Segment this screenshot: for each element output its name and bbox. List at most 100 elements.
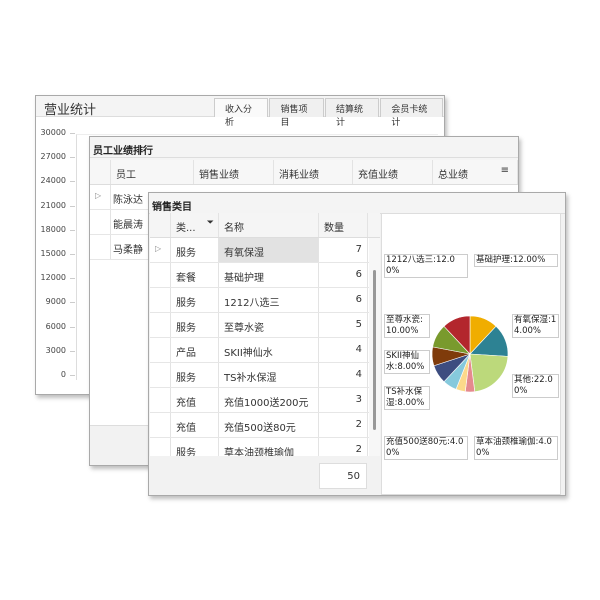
pie-slice[interactable] [469,353,509,393]
y-tick-label: 18000 [40,224,66,234]
y-tick-mark [70,229,75,231]
row-indicator-icon: ▷ [90,185,111,209]
y-tick-mark [70,205,75,207]
table-row[interactable]: 服务 草本油颈椎瑜伽 2 [150,438,380,456]
pie-data-label: SKII神仙水:8.00% [384,350,430,374]
table-row[interactable]: 服务 1212八选三 6 [150,288,380,313]
tab-sales-items[interactable]: 销售项目 [269,98,324,128]
y-tick-label: 30000 [40,128,66,137]
staff-name: 陈泳达 [113,195,143,206]
table-row[interactable]: 马柔静 [90,235,149,260]
quantity-cell: 6 [319,288,368,312]
column-header-sales[interactable]: 销售业绩 [194,160,274,184]
name-cell: 充值1000送200元 [219,388,319,412]
name-cell: 基础护理 [219,263,319,287]
table-row[interactable]: 产品 SKII神仙水 4 [150,338,380,363]
table-row[interactable]: ▷ 陈泳达 [90,185,149,210]
pie-data-label: 至尊水瓷:10.00% [384,314,430,338]
tab-income-analysis[interactable]: 收入分析 [214,98,269,128]
pie-data-label: 其他:22.00% [512,374,559,398]
row-indicator-icon [150,313,171,337]
table-row[interactable]: 套餐 基础护理 6 [150,263,380,288]
category-cell: 服务 [171,238,219,262]
quantity-cell: 2 [319,413,368,437]
quantity-cell: 3 [319,388,368,412]
pie-slice[interactable] [443,315,471,355]
staff-name: 能晨涛 [113,220,143,231]
tab-settlement-stats[interactable]: 结算统计 [324,98,380,128]
y-tick-mark [70,278,75,280]
category-cell: 产品 [171,338,219,362]
indicator-header [150,213,171,237]
pie-data-label: 1212八选三:12.00% [384,254,468,278]
pie-data-label: 充值500送80元:4.00% [384,436,468,460]
column-header-consumption[interactable]: 消耗业绩 [274,160,353,184]
quantity-cell: 7 [319,238,368,262]
column-header-quantity[interactable]: 数量 [319,213,368,237]
category-cell: 服务 [171,438,219,456]
row-indicator-icon [150,363,171,387]
sales-grid-header: 类... ⏷ 名称 数量 [150,213,380,238]
y-tick-mark [70,157,75,159]
total-label: 总业绩 [438,170,468,181]
name-cell: 充值500送80元 [219,413,319,437]
name-cell: 有氧保湿 [219,238,319,262]
column-header-staff[interactable]: 员工 [111,160,194,184]
y-tick-label: 27000 [40,152,66,162]
y-tick-mark [70,254,75,255]
scrollbar-thumb[interactable] [373,270,376,430]
funnel-icon[interactable]: ⏷ [206,218,214,228]
category-cell: 服务 [171,363,219,387]
y-tick-label: 0 [60,370,66,379]
vertical-scrollbar[interactable] [369,238,380,456]
revenue-chart-plot [76,134,438,380]
name-cell: SKII神仙水 [219,338,319,362]
category-cell: 服务 [171,288,219,312]
table-row[interactable]: 能晨涛 [90,210,149,235]
y-tick-mark [70,181,75,183]
pie-data-label: TS补水保湿:8.00% [384,386,430,410]
category-cell: 充值 [171,413,219,437]
sales-grid: 类... ⏷ 名称 数量 ▷ 服务 有氧保湿 7 套餐 基础护理 6 服务 1212八选三 6 服务至… [150,213,380,456]
sales-panel-title: 销售类目 [149,193,565,214]
column-header-category[interactable]: 类... ⏷ [171,213,219,237]
row-indicator-icon [150,288,171,312]
quantity-cell: 4 [319,338,368,362]
indicator-header [90,160,111,184]
category-cell: 充值 [171,388,219,412]
name-cell: TS补水保湿 [219,363,319,387]
row-indicator-icon [150,338,171,362]
pie-data-label: 草本油颈椎瑜伽:4.00% [474,436,558,460]
table-row[interactable]: 充值 充值500送80元 2 [150,413,380,438]
y-tick-label: 24000 [40,176,66,186]
y-tick-mark [70,326,75,328]
table-row[interactable]: ▷ 服务 有氧保湿 7 [150,238,380,263]
column-header-total[interactable]: 总业绩 ≡ [433,160,518,184]
pie-data-label: 有氧保湿:14.00% [512,314,559,338]
y-tick-mark [70,133,75,134]
tab-membership-stats[interactable]: 会员卡统计 [380,98,443,128]
y-tick-mark [70,375,75,376]
category-cell: 套餐 [171,263,219,287]
table-row[interactable]: 充值 充值1000送200元 3 [150,388,380,413]
staff-panel-title: 员工业绩排行 [90,137,518,158]
row-indicator-icon [150,388,171,412]
y-tick-label: 12000 [40,273,66,283]
name-cell: 至尊水瓷 [219,313,319,337]
table-row[interactable]: 服务 TS补水保湿 4 [150,363,380,388]
column-header-name[interactable]: 名称 [219,213,319,237]
sales-category-panel: 销售类目 类... ⏷ 名称 数量 ▷ 服务 有氧保湿 7 套餐 基础护理 6 服务 1212八选… [148,192,566,496]
sales-pie-chart: 基础护理:12.00% 有氧保湿:14.00% 其他:22.00% 草本油颈椎瑜伽:4… [381,213,561,495]
y-tick-mark [70,302,75,304]
category-label: 类... [176,223,196,234]
column-header-recharge[interactable]: 充值业绩 [353,160,433,184]
pie-svg [431,315,509,393]
staff-grid-header: 员工 销售业绩 消耗业绩 充值业绩 总业绩 ≡ [90,160,518,185]
quantity-cell: 4 [319,363,368,387]
quantity-cell: 6 [319,263,368,287]
table-row[interactable]: 服务 至尊水瓷 5 [150,313,380,338]
name-cell: 草本油颈椎瑜伽 [219,438,319,456]
quantity-cell: 5 [319,313,368,337]
filter-lines-icon[interactable]: ≡ [500,165,509,176]
pie-data-label: 基础护理:12.00% [474,254,558,267]
